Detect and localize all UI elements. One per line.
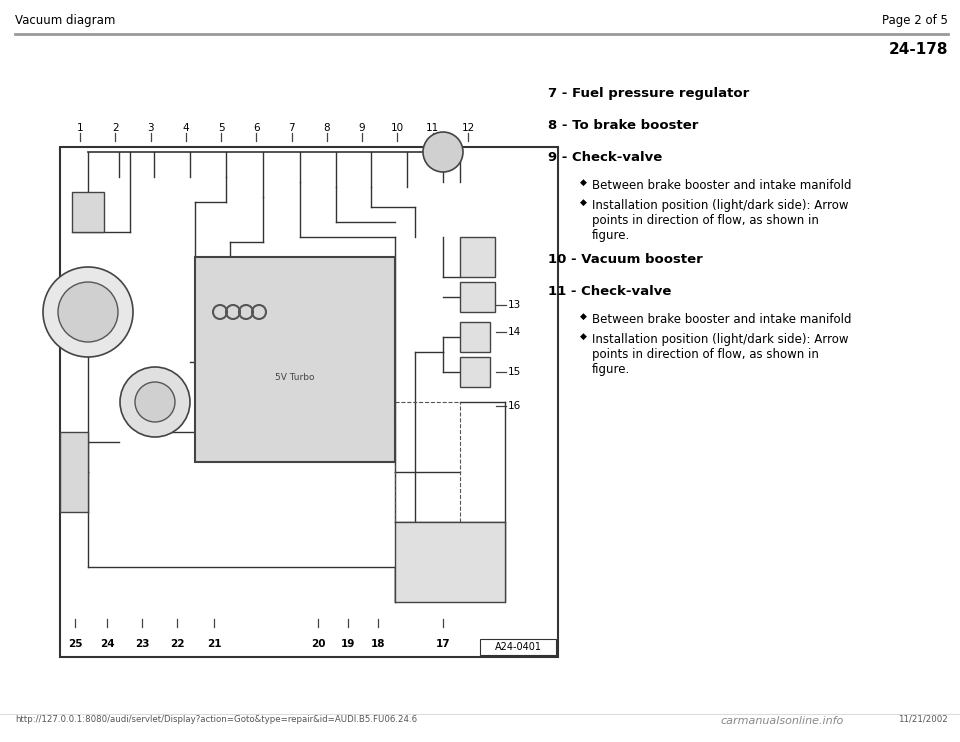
- Bar: [460, 282, 495, 312]
- Text: 25: 25: [68, 639, 83, 649]
- Bar: [480, 639, 556, 655]
- Circle shape: [120, 367, 190, 437]
- Text: 12: 12: [462, 123, 474, 133]
- Bar: [60, 147, 558, 657]
- Text: figure.: figure.: [592, 363, 631, 376]
- Text: 14: 14: [508, 327, 521, 337]
- Text: Page 2 of 5: Page 2 of 5: [882, 14, 948, 27]
- Text: ◆: ◆: [580, 178, 587, 187]
- Text: 11 - Check-valve: 11 - Check-valve: [548, 285, 671, 298]
- Text: Between brake booster and intake manifold: Between brake booster and intake manifol…: [592, 179, 852, 192]
- Text: 23: 23: [134, 639, 149, 649]
- Text: 10 - Vacuum booster: 10 - Vacuum booster: [548, 253, 703, 266]
- Text: 9: 9: [359, 123, 366, 133]
- Text: figure.: figure.: [592, 229, 631, 242]
- Text: 17: 17: [436, 639, 450, 649]
- Text: ◆: ◆: [580, 312, 587, 321]
- Text: 18: 18: [371, 639, 385, 649]
- Bar: [60, 432, 88, 512]
- Text: 3: 3: [147, 123, 154, 133]
- Text: carmanualsonline.info: carmanualsonline.info: [720, 716, 843, 726]
- Text: 24-178: 24-178: [889, 42, 948, 57]
- Text: http://127.0.0.1:8080/audi/servlet/Display?action=Goto&type=repair&id=AUDI.B5.FU: http://127.0.0.1:8080/audi/servlet/Displ…: [15, 715, 418, 724]
- Text: Between brake booster and intake manifold: Between brake booster and intake manifol…: [592, 313, 852, 326]
- Text: 5V Turbo: 5V Turbo: [276, 372, 315, 381]
- Text: 21: 21: [206, 639, 221, 649]
- Text: 24: 24: [100, 639, 114, 649]
- Text: 22: 22: [170, 639, 184, 649]
- Bar: [195, 257, 395, 462]
- Text: 1: 1: [77, 123, 84, 133]
- Text: 16: 16: [508, 401, 521, 411]
- Text: 10: 10: [391, 123, 404, 133]
- Text: Installation position (light/dark side): Arrow: Installation position (light/dark side):…: [592, 199, 849, 212]
- Bar: [72, 192, 104, 232]
- Text: A24-0401: A24-0401: [494, 642, 541, 652]
- Circle shape: [43, 267, 133, 357]
- Bar: [395, 522, 505, 602]
- Text: 4: 4: [182, 123, 189, 133]
- Text: points in direction of flow, as shown in: points in direction of flow, as shown in: [592, 348, 819, 361]
- Text: 11: 11: [426, 123, 440, 133]
- Circle shape: [423, 132, 463, 172]
- Text: 7 - Fuel pressure regulator: 7 - Fuel pressure regulator: [548, 87, 749, 100]
- Text: 19: 19: [341, 639, 355, 649]
- Text: ◆: ◆: [580, 332, 587, 341]
- Text: 20: 20: [311, 639, 325, 649]
- Text: points in direction of flow, as shown in: points in direction of flow, as shown in: [592, 214, 819, 227]
- Text: 6: 6: [253, 123, 259, 133]
- Text: Installation position (light/dark side): Arrow: Installation position (light/dark side):…: [592, 333, 849, 346]
- Text: 5: 5: [218, 123, 225, 133]
- Text: 13: 13: [508, 300, 521, 310]
- Circle shape: [135, 382, 175, 422]
- Text: ◆: ◆: [580, 198, 587, 207]
- Text: Vacuum diagram: Vacuum diagram: [15, 14, 115, 27]
- Bar: [460, 322, 490, 352]
- Bar: [460, 237, 495, 277]
- Text: 8 - To brake booster: 8 - To brake booster: [548, 119, 698, 132]
- Bar: [460, 357, 490, 387]
- Text: 9 - Check-valve: 9 - Check-valve: [548, 151, 662, 164]
- Text: 11/21/2002: 11/21/2002: [899, 715, 948, 724]
- Text: 15: 15: [508, 367, 521, 377]
- Text: 2: 2: [112, 123, 119, 133]
- Circle shape: [58, 282, 118, 342]
- Text: 7: 7: [288, 123, 295, 133]
- Text: 8: 8: [324, 123, 330, 133]
